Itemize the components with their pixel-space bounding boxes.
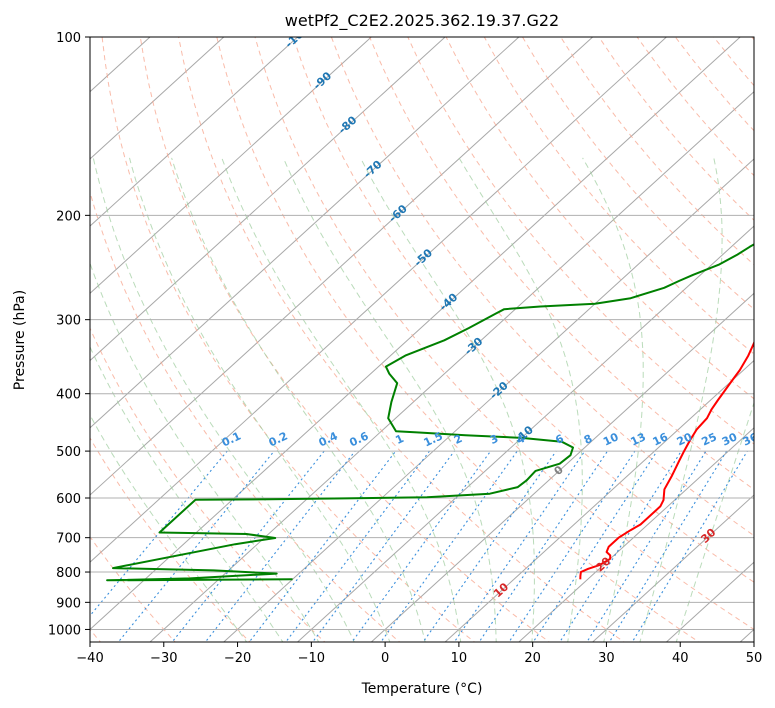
mixing-ratio-line	[204, 450, 356, 642]
y-tick-label: 200	[56, 209, 81, 224]
y-tick-label: 700	[56, 532, 81, 547]
x-axis-title: Temperature (°C)	[361, 681, 483, 697]
isotherm-line	[223, 158, 754, 642]
dry-adiabat-line	[90, 327, 326, 642]
y-tick-label: 300	[56, 314, 81, 329]
mixing-ratio-line	[478, 450, 608, 642]
isotherm-line	[90, 37, 373, 295]
x-tick-label: −10	[298, 651, 325, 666]
isotherm-line	[591, 494, 754, 642]
dry-adiabat-line	[369, 37, 754, 491]
y-tick-label: 600	[56, 492, 81, 507]
x-tick-label: −20	[224, 651, 251, 666]
dry-adiabat-line	[407, 37, 754, 445]
y-tick-label: 400	[56, 388, 81, 403]
profile-line	[106, 243, 754, 582]
y-axis: 100 200 300 400 500 600 700 800 900 1000	[48, 31, 90, 638]
mixing-ratio-line	[559, 450, 682, 642]
x-tick-label: 30	[598, 651, 615, 666]
mixing-ratio-label: 30	[720, 430, 740, 448]
moist-adiabat-line	[90, 345, 284, 642]
moist-adiabat-line	[675, 401, 754, 642]
mixing-ratio-line	[117, 450, 275, 642]
x-tick-label: 40	[672, 651, 689, 666]
dry-adiabat-line	[254, 37, 754, 630]
x-tick-label: 10	[451, 651, 468, 666]
x-axis: −40 −30 −20 −10 0 10 20 30 40 50	[76, 642, 762, 666]
x-tick-label: −40	[76, 651, 103, 666]
y-tick-label: 800	[56, 566, 81, 581]
mixing-ratio-label: 25	[700, 430, 719, 448]
profile-series	[106, 243, 754, 582]
isotherm-line	[90, 37, 741, 631]
profile-line	[579, 340, 754, 580]
dry-adiabat-line	[445, 37, 754, 400]
moist-adiabat-line	[90, 261, 320, 642]
mixing-ratio-label: 36	[741, 430, 761, 448]
mixing-ratio-line	[90, 450, 228, 617]
moist-adiabat-line	[360, 157, 535, 642]
isotherm-line	[370, 292, 754, 642]
mixing-ratio-line	[285, 450, 430, 642]
x-tick-label: 20	[524, 651, 541, 666]
moist-adiabat-line	[129, 157, 391, 642]
mixing-ratio-label: 20	[675, 430, 695, 448]
y-tick-label: 1000	[48, 623, 81, 638]
moist-adiabat-line	[582, 157, 644, 642]
moist-adiabat-line	[639, 157, 723, 642]
isotherm-line	[90, 37, 299, 227]
mixing-ratio-label: 10	[601, 430, 621, 448]
mixing-ratio-line	[508, 450, 636, 642]
moist-adiabat-line	[458, 157, 583, 642]
x-tick-label: −30	[150, 651, 177, 666]
dry-adiabat-line	[139, 37, 551, 642]
isotherm-line	[296, 225, 754, 642]
plot-frame	[89, 36, 755, 643]
plot-area	[90, 37, 754, 642]
isotherm-line	[90, 37, 520, 429]
moist-adiabat-line	[171, 157, 426, 642]
chart-title: wetPf2_C2E2.2025.362.19.37.G22	[285, 11, 559, 31]
x-tick-label: 0	[381, 651, 389, 666]
moist-adiabat-line	[221, 157, 462, 642]
isotherm-line	[444, 359, 754, 642]
isotherm-line	[90, 37, 225, 160]
moist-adiabat-line	[92, 157, 355, 642]
mixing-ratio-line	[453, 450, 586, 642]
isotherm-line	[518, 427, 754, 642]
moist-adiabat-line	[282, 157, 497, 642]
mixing-ratio-line	[532, 450, 658, 642]
dry-adiabat-line	[178, 37, 625, 642]
dry-adiabat-line	[292, 37, 754, 583]
mixing-ratio-line	[311, 450, 455, 642]
mixing-ratio-label: 16	[651, 430, 671, 448]
mixing-ratio-line	[422, 450, 557, 642]
mixing-ratio-label: 13	[629, 430, 648, 448]
isotherm-line	[90, 37, 594, 496]
mixing-ratio-line	[248, 450, 397, 642]
dry-adiabat-line	[522, 37, 754, 310]
y-tick-label: 100	[56, 31, 81, 46]
isotherm-line	[90, 37, 668, 563]
x-tick-label: 50	[746, 651, 763, 666]
y-tick-label: 500	[56, 445, 81, 460]
y-axis-title: Pressure (hPa)	[12, 290, 28, 390]
mixing-ratio-line	[171, 450, 325, 642]
y-tick-label: 900	[56, 596, 81, 611]
dry-adiabat-line	[330, 37, 754, 537]
